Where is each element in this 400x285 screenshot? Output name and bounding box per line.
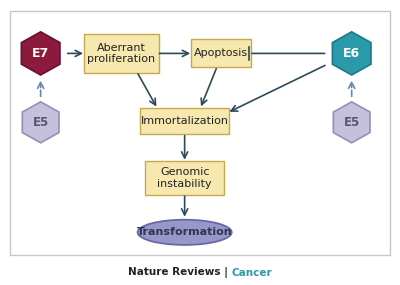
Text: Nature Reviews |: Nature Reviews | — [128, 267, 232, 278]
Text: Genomic
instability: Genomic instability — [157, 167, 212, 189]
Text: E7: E7 — [32, 47, 49, 60]
Text: Apoptosis: Apoptosis — [194, 48, 248, 58]
Ellipse shape — [138, 220, 232, 245]
Polygon shape — [21, 32, 60, 75]
Text: Aberrant
proliferation: Aberrant proliferation — [87, 43, 155, 64]
Text: E5: E5 — [32, 116, 49, 129]
FancyBboxPatch shape — [191, 40, 251, 67]
FancyBboxPatch shape — [145, 161, 224, 195]
Polygon shape — [22, 102, 59, 143]
FancyBboxPatch shape — [84, 34, 159, 73]
Text: Immortalization: Immortalization — [141, 116, 229, 126]
Text: Transformation: Transformation — [137, 227, 232, 237]
Text: E5: E5 — [344, 116, 360, 129]
FancyBboxPatch shape — [140, 108, 229, 134]
Polygon shape — [333, 102, 370, 143]
Text: Cancer: Cancer — [232, 268, 273, 278]
Text: E6: E6 — [343, 47, 360, 60]
Polygon shape — [332, 32, 371, 75]
